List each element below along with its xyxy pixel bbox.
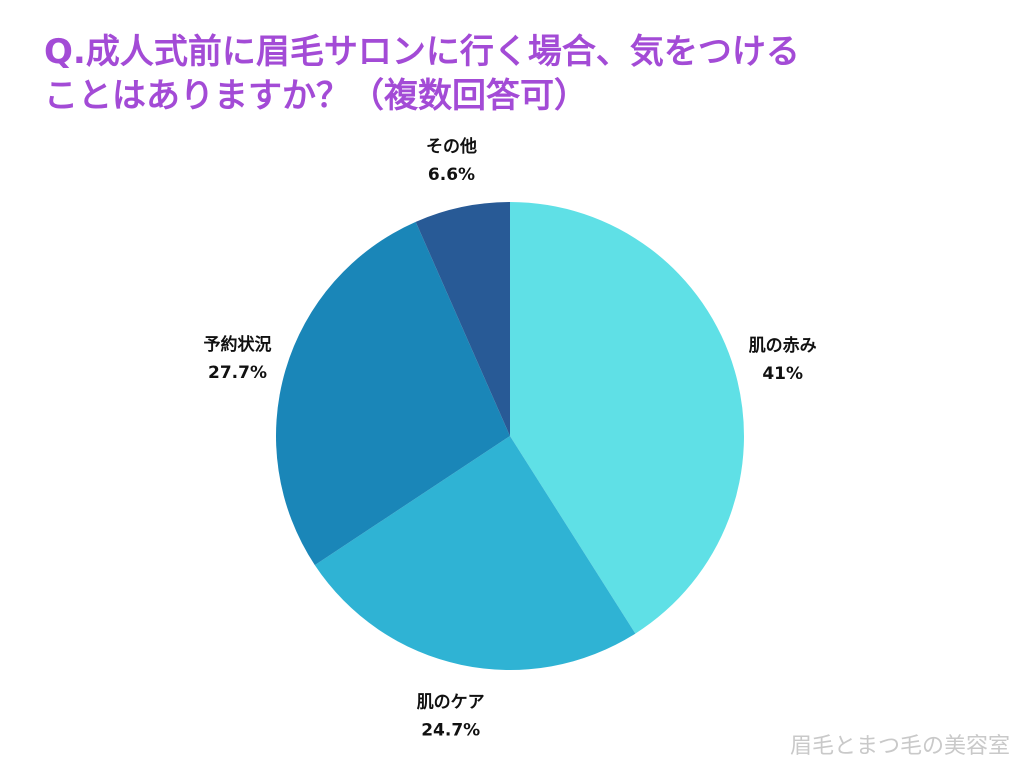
slice-category-label-3: 予約状況 xyxy=(204,334,272,355)
slice-category-label-1: 肌の赤み xyxy=(749,335,817,356)
pie-slices xyxy=(275,202,744,670)
chart-title-line-2: ことはありますか？（複数回答可） xyxy=(44,76,588,116)
pie-slice-3 xyxy=(275,221,510,566)
slice-value-label-4: 6.6% xyxy=(428,165,475,185)
pie-slice-2 xyxy=(314,436,636,670)
chart-title: Q.成人式前に眉毛サロンに行く場合、気をつける ことはありますか？（複数回答可） xyxy=(44,30,1004,118)
slice-category-label-2: 肌のケア xyxy=(417,693,485,713)
slice-value-label-1: 41% xyxy=(762,364,803,384)
chart-title-line-1: Q.成人式前に眉毛サロンに行く場合、気をつける xyxy=(44,32,800,72)
slice-value-label-3: 27.7% xyxy=(208,363,267,383)
pie-slice-1 xyxy=(510,202,744,634)
slice-value-label-2: 24.7% xyxy=(421,721,480,741)
watermark: 眉毛とまつ毛の美容室 xyxy=(789,734,1010,759)
pie-labels: 肌の赤み 41% 肌のケア 24.7% 予約状況 27.7% その他 6.6% xyxy=(204,136,817,741)
slice-category-label-4: その他 xyxy=(426,136,477,157)
pie-slice-4 xyxy=(415,202,510,436)
